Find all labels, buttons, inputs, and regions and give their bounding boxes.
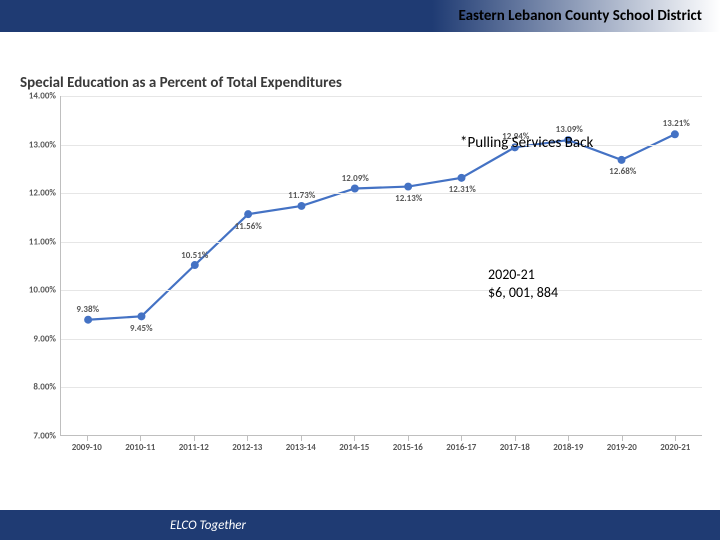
x-tick-label: 2012-13 (232, 442, 262, 453)
x-tick-label: 2018-19 (553, 442, 583, 453)
gridline (61, 339, 702, 340)
data-label: 10.51% (181, 250, 208, 261)
data-label: 13.21% (663, 118, 690, 129)
x-tick (194, 436, 195, 441)
header-bar: Eastern Lebanon County School District (0, 0, 720, 32)
x-tick-label: 2013-14 (286, 442, 316, 453)
data-label: 11.73% (288, 190, 315, 201)
y-tick-label: 8.00% (33, 382, 56, 393)
footer-text: ELCO Together (170, 518, 246, 533)
x-tick (515, 436, 516, 441)
y-tick-label: 7.00% (33, 431, 56, 442)
gridline (61, 290, 702, 291)
y-tick-label: 13.00% (29, 139, 56, 150)
footer-bar: ELCO Together (0, 510, 720, 540)
x-tick (87, 436, 88, 441)
x-tick (247, 436, 248, 441)
x-tick (140, 436, 141, 441)
x-tick-label: 2020-21 (660, 442, 690, 453)
data-label: 11.56% (235, 221, 262, 232)
x-tick (568, 436, 569, 441)
y-tick-label: 11.00% (29, 236, 56, 247)
y-tick-label: 10.00% (29, 285, 56, 296)
gridline (61, 145, 702, 146)
line-series (61, 96, 702, 435)
x-tick-label: 2015-16 (393, 442, 423, 453)
x-tick (461, 436, 462, 441)
header-title: Eastern Lebanon County School District (458, 7, 702, 25)
gridline (61, 193, 702, 194)
x-tick-label: 2014-15 (339, 442, 369, 453)
x-tick (354, 436, 355, 441)
x-tick (408, 436, 409, 441)
x-tick-label: 2011-12 (179, 442, 209, 453)
plot-area: 9.38% 9.45% 10.51% 11.56% 11.73% 12.09% 12.13%… (60, 96, 702, 436)
x-tick-label: 2010-11 (125, 442, 155, 453)
data-label: 12.09% (342, 173, 369, 184)
data-label: 9.45% (130, 323, 153, 334)
x-tick-label: 2016-17 (446, 442, 476, 453)
data-label: 9.38% (76, 304, 99, 315)
data-label: 12.31% (449, 184, 476, 195)
y-axis: 7.00%8.00%9.00%10.00%11.00%12.00%13.00%1… (18, 96, 60, 436)
x-tick (301, 436, 302, 441)
x-tick-label: 2019-20 (607, 442, 637, 453)
gridline (61, 387, 702, 388)
gridline (61, 96, 702, 97)
gridline (61, 242, 702, 243)
x-axis: 2009-10 2010-11 2011-12 2012-13 2013-14 2014-… (60, 436, 702, 466)
x-tick-label: 2009-10 (72, 442, 102, 453)
data-label: 12.68% (609, 166, 636, 177)
x-tick (675, 436, 676, 441)
chart-container: Special Education as a Percent of Total … (18, 74, 702, 470)
y-tick-label: 12.00% (29, 188, 56, 199)
y-tick-label: 14.00% (29, 91, 56, 102)
annotation-year: 2020-21 (488, 266, 535, 283)
chart-title: Special Education as a Percent of Total … (18, 74, 702, 92)
data-label: 12.13% (395, 193, 422, 204)
annotation-pulling: *Pulling Services Back (460, 134, 593, 152)
chart-plot: 7.00% 8.00% 9.00% 10.00% 11.00% 12.00% 13.00% 1… (18, 96, 702, 466)
annotation-amount: $6, 001, 884 (488, 284, 558, 301)
x-tick-label: 2017-18 (500, 442, 530, 453)
x-tick (622, 436, 623, 441)
y-tick-label: 9.00% (33, 333, 56, 344)
